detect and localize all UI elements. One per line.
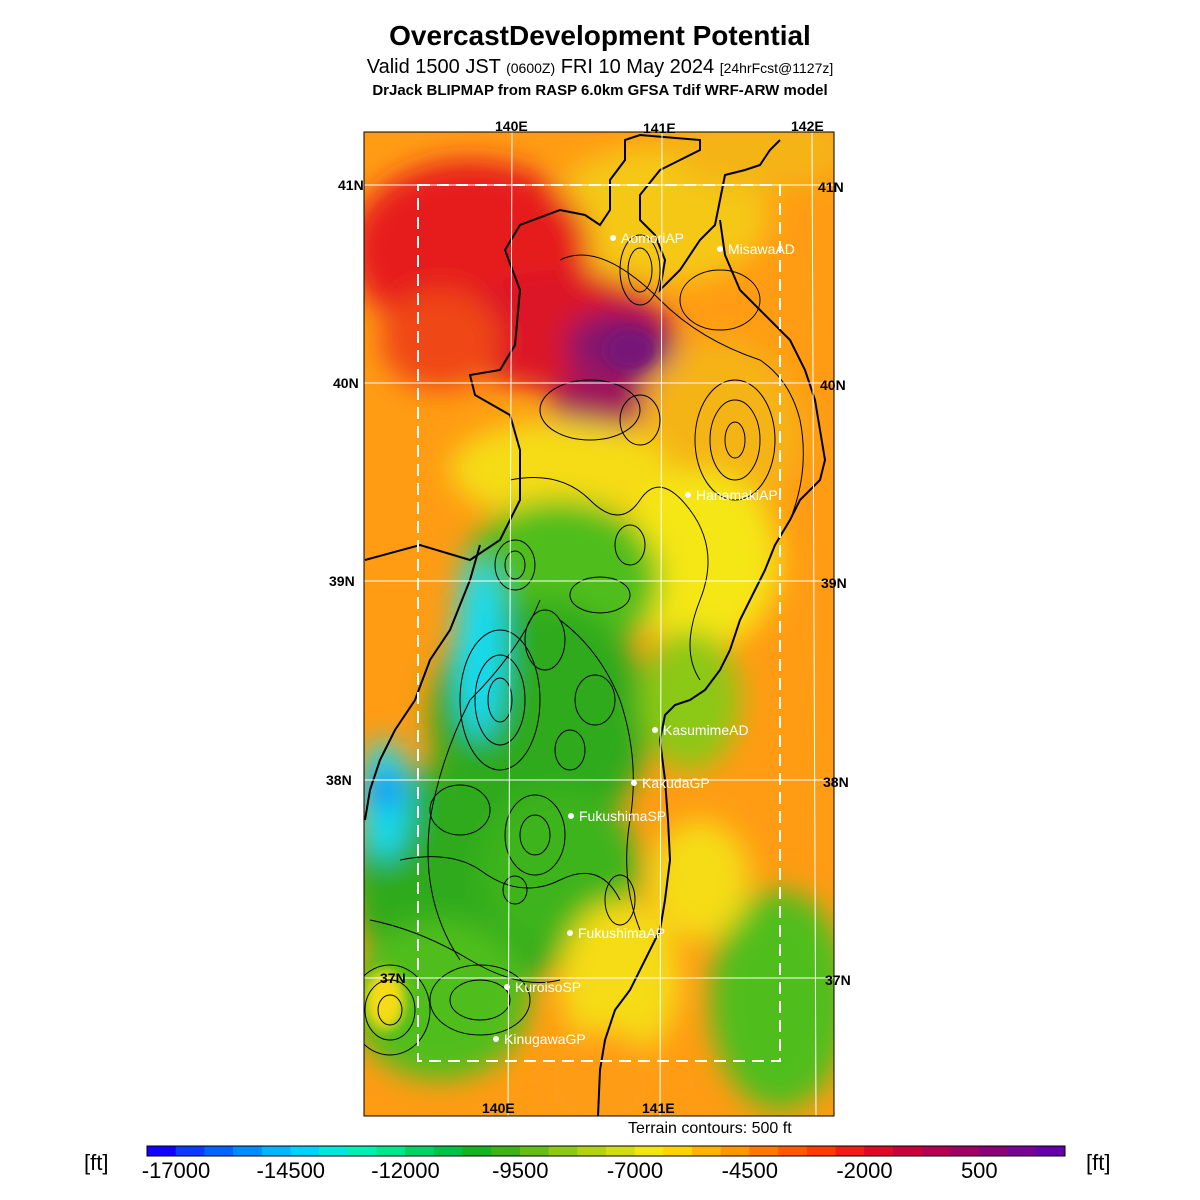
colorbar-tick-label: -9500 <box>492 1158 549 1183</box>
forecast-run: [24hrFcst@1127z] <box>719 60 834 76</box>
station-markers: AomoriAP MisawaAD HanamakiAP KasumimeAD … <box>493 230 795 1047</box>
colorbar-swatch <box>347 1146 377 1156</box>
lon-top-140: 140E <box>495 118 528 134</box>
lat-left-39: 39N <box>329 573 355 589</box>
svg-text:AomoriAP: AomoriAP <box>621 230 684 246</box>
colorbar-tick-label: -4500 <box>721 1158 778 1183</box>
station-kakuda[interactable]: KakudaGP <box>631 775 710 791</box>
colorbar-swatch <box>433 1146 464 1156</box>
colorbar-tick-label: -2000 <box>836 1158 893 1183</box>
colorbar-unit-left: [ft] <box>84 1150 109 1175</box>
zulu-time: (0600Z) <box>506 60 556 76</box>
colorbar-swatch <box>892 1146 923 1156</box>
colorbar-swatch <box>519 1146 550 1156</box>
lat-right-39: 39N <box>821 575 847 591</box>
colorbar-swatch <box>835 1146 865 1156</box>
lat-left-41: 41N <box>338 177 364 193</box>
lat-left-37: 37N <box>380 970 406 986</box>
lon-top-142: 142E <box>791 118 824 134</box>
svg-text:FukushimaAP: FukushimaAP <box>578 925 665 941</box>
colorbar-unit-right: [ft] <box>1086 1150 1111 1175</box>
colorbar-swatch <box>606 1146 636 1156</box>
model-source: DrJack BLIPMAP from RASP 6.0km GFSA Tdif… <box>372 82 828 99</box>
colorbar-tick-label: -12000 <box>371 1158 440 1183</box>
colorbar-ticks: -17000 -14500 -12000 -9500 -7000 -4500 -2000 50… <box>0 1158 1200 1188</box>
colorbar-swatch <box>720 1146 750 1156</box>
lat-left-40: 40N <box>333 375 359 391</box>
colorbar-swatch <box>233 1146 263 1156</box>
lon-bottom-141: 141E <box>642 1100 675 1116</box>
svg-text:KuroisoSP: KuroisoSP <box>515 979 581 995</box>
color-field <box>364 132 834 1116</box>
colorbar-swatch <box>1007 1146 1037 1156</box>
station-fukushima-sp[interactable]: FukushimaSP <box>568 808 666 824</box>
colorbar-swatch <box>175 1146 205 1156</box>
forecast-date: FRI 10 May 2024 <box>560 56 715 78</box>
colorbar-frame <box>146 1145 1066 1157</box>
lat-right-37: 37N <box>825 972 851 988</box>
colorbar-swatch <box>290 1146 320 1156</box>
svg-text:HanamakiAP: HanamakiAP <box>696 487 778 503</box>
colorbar-swatch <box>634 1146 664 1156</box>
svg-text:MisawaAD: MisawaAD <box>728 241 795 257</box>
lon-bottom-140: 140E <box>482 1100 515 1116</box>
map-title: OvercastDevelopment Potential <box>389 20 811 51</box>
lon-top-141: 141E <box>643 120 676 136</box>
station-fukushima-ap[interactable]: FukushimaAP <box>567 925 665 941</box>
station-kinugawa[interactable]: KinugawaGP <box>493 1031 586 1047</box>
colorbar-tick-label: -14500 <box>256 1158 326 1183</box>
colorbar-swatch <box>462 1146 492 1156</box>
colorbar-swatch <box>147 1146 177 1156</box>
colorbar-swatch <box>806 1146 836 1156</box>
colorbar-swatch <box>577 1146 607 1156</box>
colorbar-swatch <box>548 1146 578 1156</box>
colorbar-swatch <box>491 1146 521 1156</box>
terrain-contour-note: Terrain contours: 500 ft <box>628 1120 792 1137</box>
svg-text:KinugawaGP: KinugawaGP <box>504 1031 586 1047</box>
colorbar <box>146 1145 1066 1157</box>
colorbar-swatch <box>749 1146 779 1156</box>
colorbar-swatch <box>663 1146 693 1156</box>
terrain-contours <box>364 234 804 1056</box>
inner-domain-box <box>417 184 781 1062</box>
colorbar-tick-label: -17000 <box>141 1158 211 1183</box>
colorbar-swatch <box>319 1146 349 1156</box>
station-hanamaki[interactable]: HanamakiAP <box>685 487 778 503</box>
map-frame <box>363 131 835 1117</box>
svg-text:FukushimaSP: FukushimaSP <box>579 808 666 824</box>
lat-right-41: 41N <box>818 179 844 195</box>
station-kasumime[interactable]: KasumimeAD <box>652 722 749 738</box>
colorbar-swatch <box>405 1146 435 1156</box>
lat-right-40: 40N <box>820 377 846 393</box>
colorbar-swatch <box>204 1146 234 1156</box>
lat-right-38: 38N <box>823 774 849 790</box>
lat-left-38: 38N <box>326 772 352 788</box>
colorbar-swatch <box>921 1146 951 1156</box>
valid-time-line: Valid 1500 JST (0600Z) FRI 10 May 2024 [… <box>0 56 1200 79</box>
colorbar-swatch <box>692 1146 722 1156</box>
svg-text:KakudaGP: KakudaGP <box>642 775 710 791</box>
colorbar-swatch <box>376 1146 406 1156</box>
colorbar-swatch <box>1036 1146 1066 1156</box>
station-kuroiso[interactable]: KuroisoSP <box>504 979 581 995</box>
colorbar-swatch <box>778 1146 808 1156</box>
colorbar-tick-label: 500 <box>960 1158 998 1183</box>
valid-time: Valid 1500 JST <box>366 56 501 78</box>
station-aomori[interactable]: AomoriAP <box>610 230 684 246</box>
colorbar-swatch <box>978 1146 1009 1156</box>
colorbar-swatch <box>950 1146 980 1156</box>
svg-text:KasumimeAD: KasumimeAD <box>663 722 749 738</box>
colorbar-swatch <box>261 1146 291 1156</box>
station-misawa[interactable]: MisawaAD <box>717 241 795 257</box>
colorbar-swatch <box>864 1146 894 1156</box>
colorbar-tick-label: -7000 <box>606 1158 664 1183</box>
